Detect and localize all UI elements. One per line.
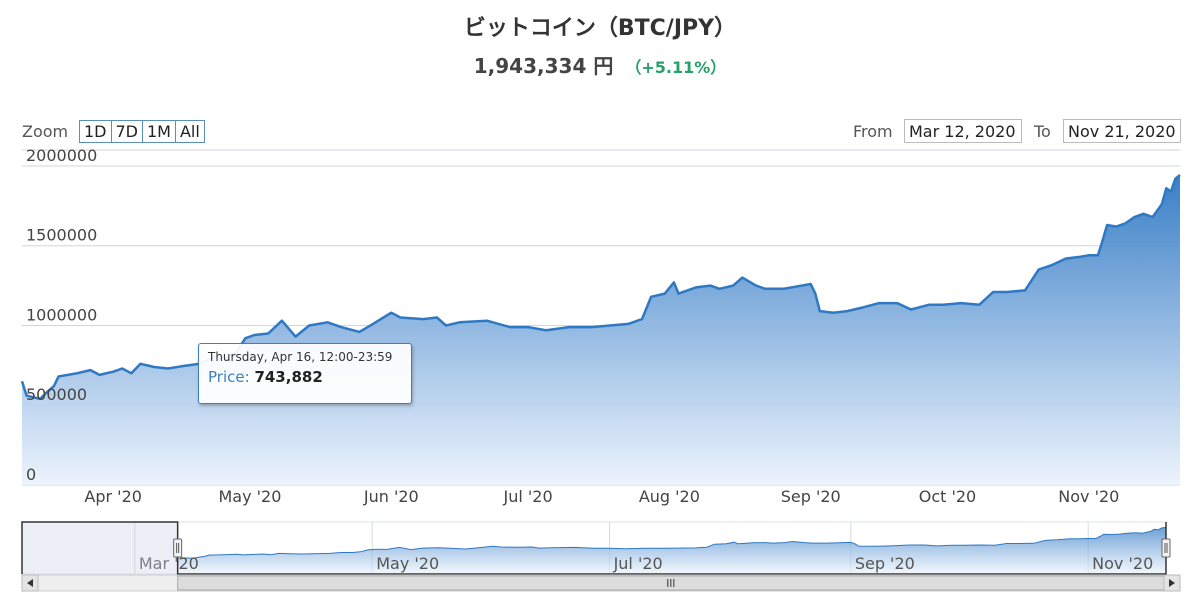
tooltip-series-label: Price:	[208, 368, 250, 386]
y-tick-label: 2000000	[26, 146, 97, 165]
tooltip-line: Price: 743,882	[208, 368, 402, 386]
y-tick-label: 500000	[26, 385, 87, 404]
zoom-all-button[interactable]: All	[174, 120, 205, 143]
navigator-mask	[22, 522, 178, 574]
x-tick-label: Jun '20	[363, 487, 419, 506]
to-date-input[interactable]: Nov 21, 2020	[1063, 119, 1181, 143]
scroll-left-arrow-icon[interactable]	[21, 574, 39, 592]
zoom-1d-button[interactable]: 1D	[79, 120, 112, 143]
navigator-tick-label: Mar '20	[139, 554, 199, 573]
price-tooltip: Thursday, Apr 16, 12:00-23:59 Price: 743…	[198, 343, 412, 404]
zoom-label: Zoom	[22, 122, 69, 141]
x-tick-label: Jul '20	[502, 487, 552, 506]
price-change: （+5.11%）	[625, 58, 727, 77]
y-tick-label: 1000000	[26, 305, 97, 324]
chart-title: ビットコイン（BTC/JPY）	[463, 16, 737, 41]
price-line	[20, 174, 1181, 401]
navigator-area	[177, 527, 1167, 574]
x-tick-label: Sep '20	[781, 487, 841, 506]
scroll-right-arrow-icon[interactable]	[1163, 574, 1181, 592]
navigator-right-handle[interactable]	[1161, 538, 1171, 558]
navigator-line	[177, 526, 1167, 559]
x-tick-label: Oct '20	[919, 487, 977, 506]
scrollbar-thumb[interactable]	[177, 575, 1165, 591]
navigator-tick-label: Jul '20	[613, 554, 663, 573]
x-tick-label: Aug '20	[639, 487, 700, 506]
x-tick-label: Nov '20	[1058, 487, 1119, 506]
tooltip-value: 743,882	[254, 368, 323, 386]
x-tick-label: Apr '20	[84, 487, 142, 506]
scrollbar[interactable]	[21, 574, 1181, 592]
price-area	[22, 175, 1180, 485]
navigator-left-handle[interactable]	[173, 538, 183, 558]
zoom-1m-button[interactable]: 1M	[142, 120, 176, 143]
from-label: From	[853, 122, 893, 141]
price-line: 1,943,334 円 （+5.11%）	[0, 50, 1200, 79]
x-tick-label: May '20	[218, 487, 281, 506]
tooltip-date: Thursday, Apr 16, 12:00-23:59	[208, 350, 393, 364]
navigator-tick-label: May '20	[376, 554, 439, 573]
y-tick-label: 0	[26, 465, 36, 484]
y-tick-label: 1500000	[26, 226, 97, 245]
zoom-7d-button[interactable]: 7D	[110, 120, 143, 143]
from-date-input[interactable]: Mar 12, 2020	[904, 119, 1022, 143]
navigator-tick-label: Nov '20	[1092, 554, 1153, 573]
zoom-buttons: 1D 7D 1M All	[79, 120, 205, 143]
current-price: 1,943,334 円	[473, 54, 614, 78]
navigator-tick-label: Sep '20	[855, 554, 915, 573]
to-label: To	[1034, 122, 1051, 141]
